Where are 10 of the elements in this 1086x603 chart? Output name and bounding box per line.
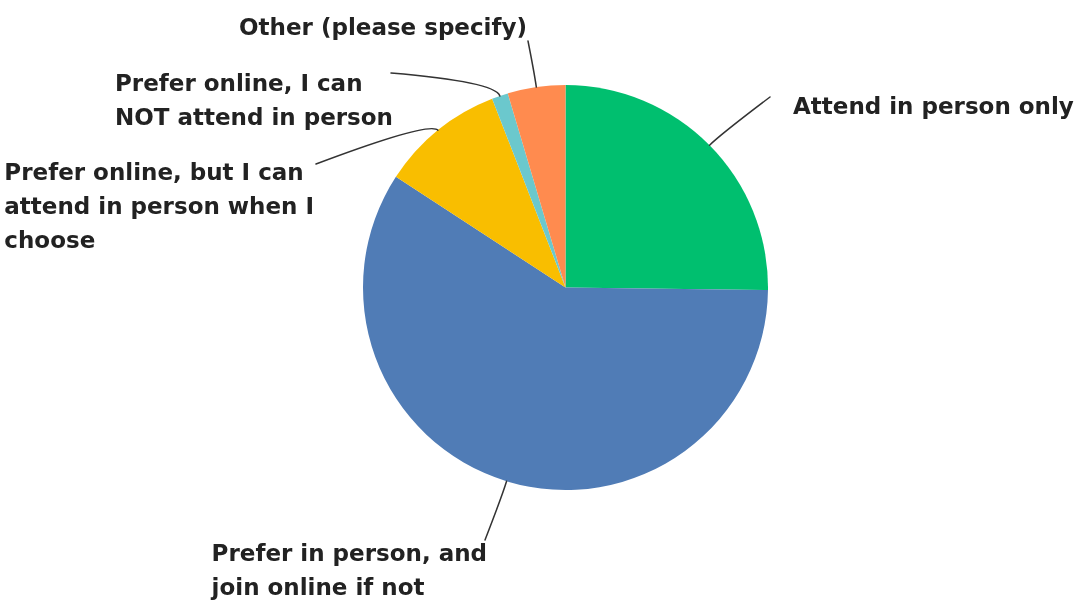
pie-slice (395, 98, 566, 288)
pie-slice (565, 85, 768, 291)
pie-slice (363, 176, 768, 490)
slice-label: Prefer online, I can NOT attend in person (115, 70, 394, 130)
slice-label: Prefer online, but I can attend in person when I choose (4, 159, 315, 253)
pie-slice (507, 85, 566, 288)
pie-slice (492, 93, 566, 288)
slice-label: Other (please specify) (239, 14, 528, 40)
slice-label: Attend in person only (793, 93, 1074, 119)
slice-label: Prefer in person, and join online if not (210, 540, 488, 600)
